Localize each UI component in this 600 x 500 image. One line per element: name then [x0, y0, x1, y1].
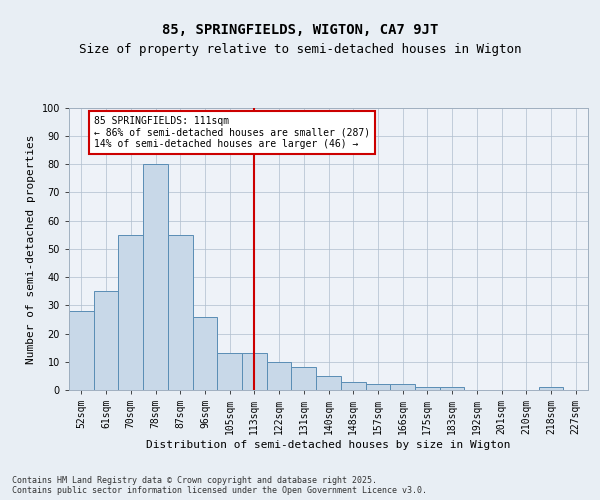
- Text: Contains HM Land Registry data © Crown copyright and database right 2025.
Contai: Contains HM Land Registry data © Crown c…: [12, 476, 427, 495]
- Bar: [69, 311, 94, 390]
- Bar: [118, 234, 143, 390]
- Text: Size of property relative to semi-detached houses in Wigton: Size of property relative to semi-detach…: [79, 42, 521, 56]
- Bar: [415, 387, 440, 390]
- Bar: [539, 387, 563, 390]
- Bar: [94, 291, 118, 390]
- Y-axis label: Number of semi-detached properties: Number of semi-detached properties: [26, 134, 36, 364]
- Bar: [217, 354, 242, 390]
- Bar: [316, 376, 341, 390]
- Text: 85, SPRINGFIELDS, WIGTON, CA7 9JT: 85, SPRINGFIELDS, WIGTON, CA7 9JT: [162, 22, 438, 36]
- Bar: [242, 354, 267, 390]
- Bar: [365, 384, 390, 390]
- Bar: [193, 316, 217, 390]
- X-axis label: Distribution of semi-detached houses by size in Wigton: Distribution of semi-detached houses by …: [146, 440, 511, 450]
- Bar: [168, 234, 193, 390]
- Bar: [440, 387, 464, 390]
- Bar: [292, 368, 316, 390]
- Bar: [143, 164, 168, 390]
- Bar: [341, 382, 365, 390]
- Text: 85 SPRINGFIELDS: 111sqm
← 86% of semi-detached houses are smaller (287)
14% of s: 85 SPRINGFIELDS: 111sqm ← 86% of semi-de…: [94, 116, 370, 149]
- Bar: [267, 362, 292, 390]
- Bar: [390, 384, 415, 390]
